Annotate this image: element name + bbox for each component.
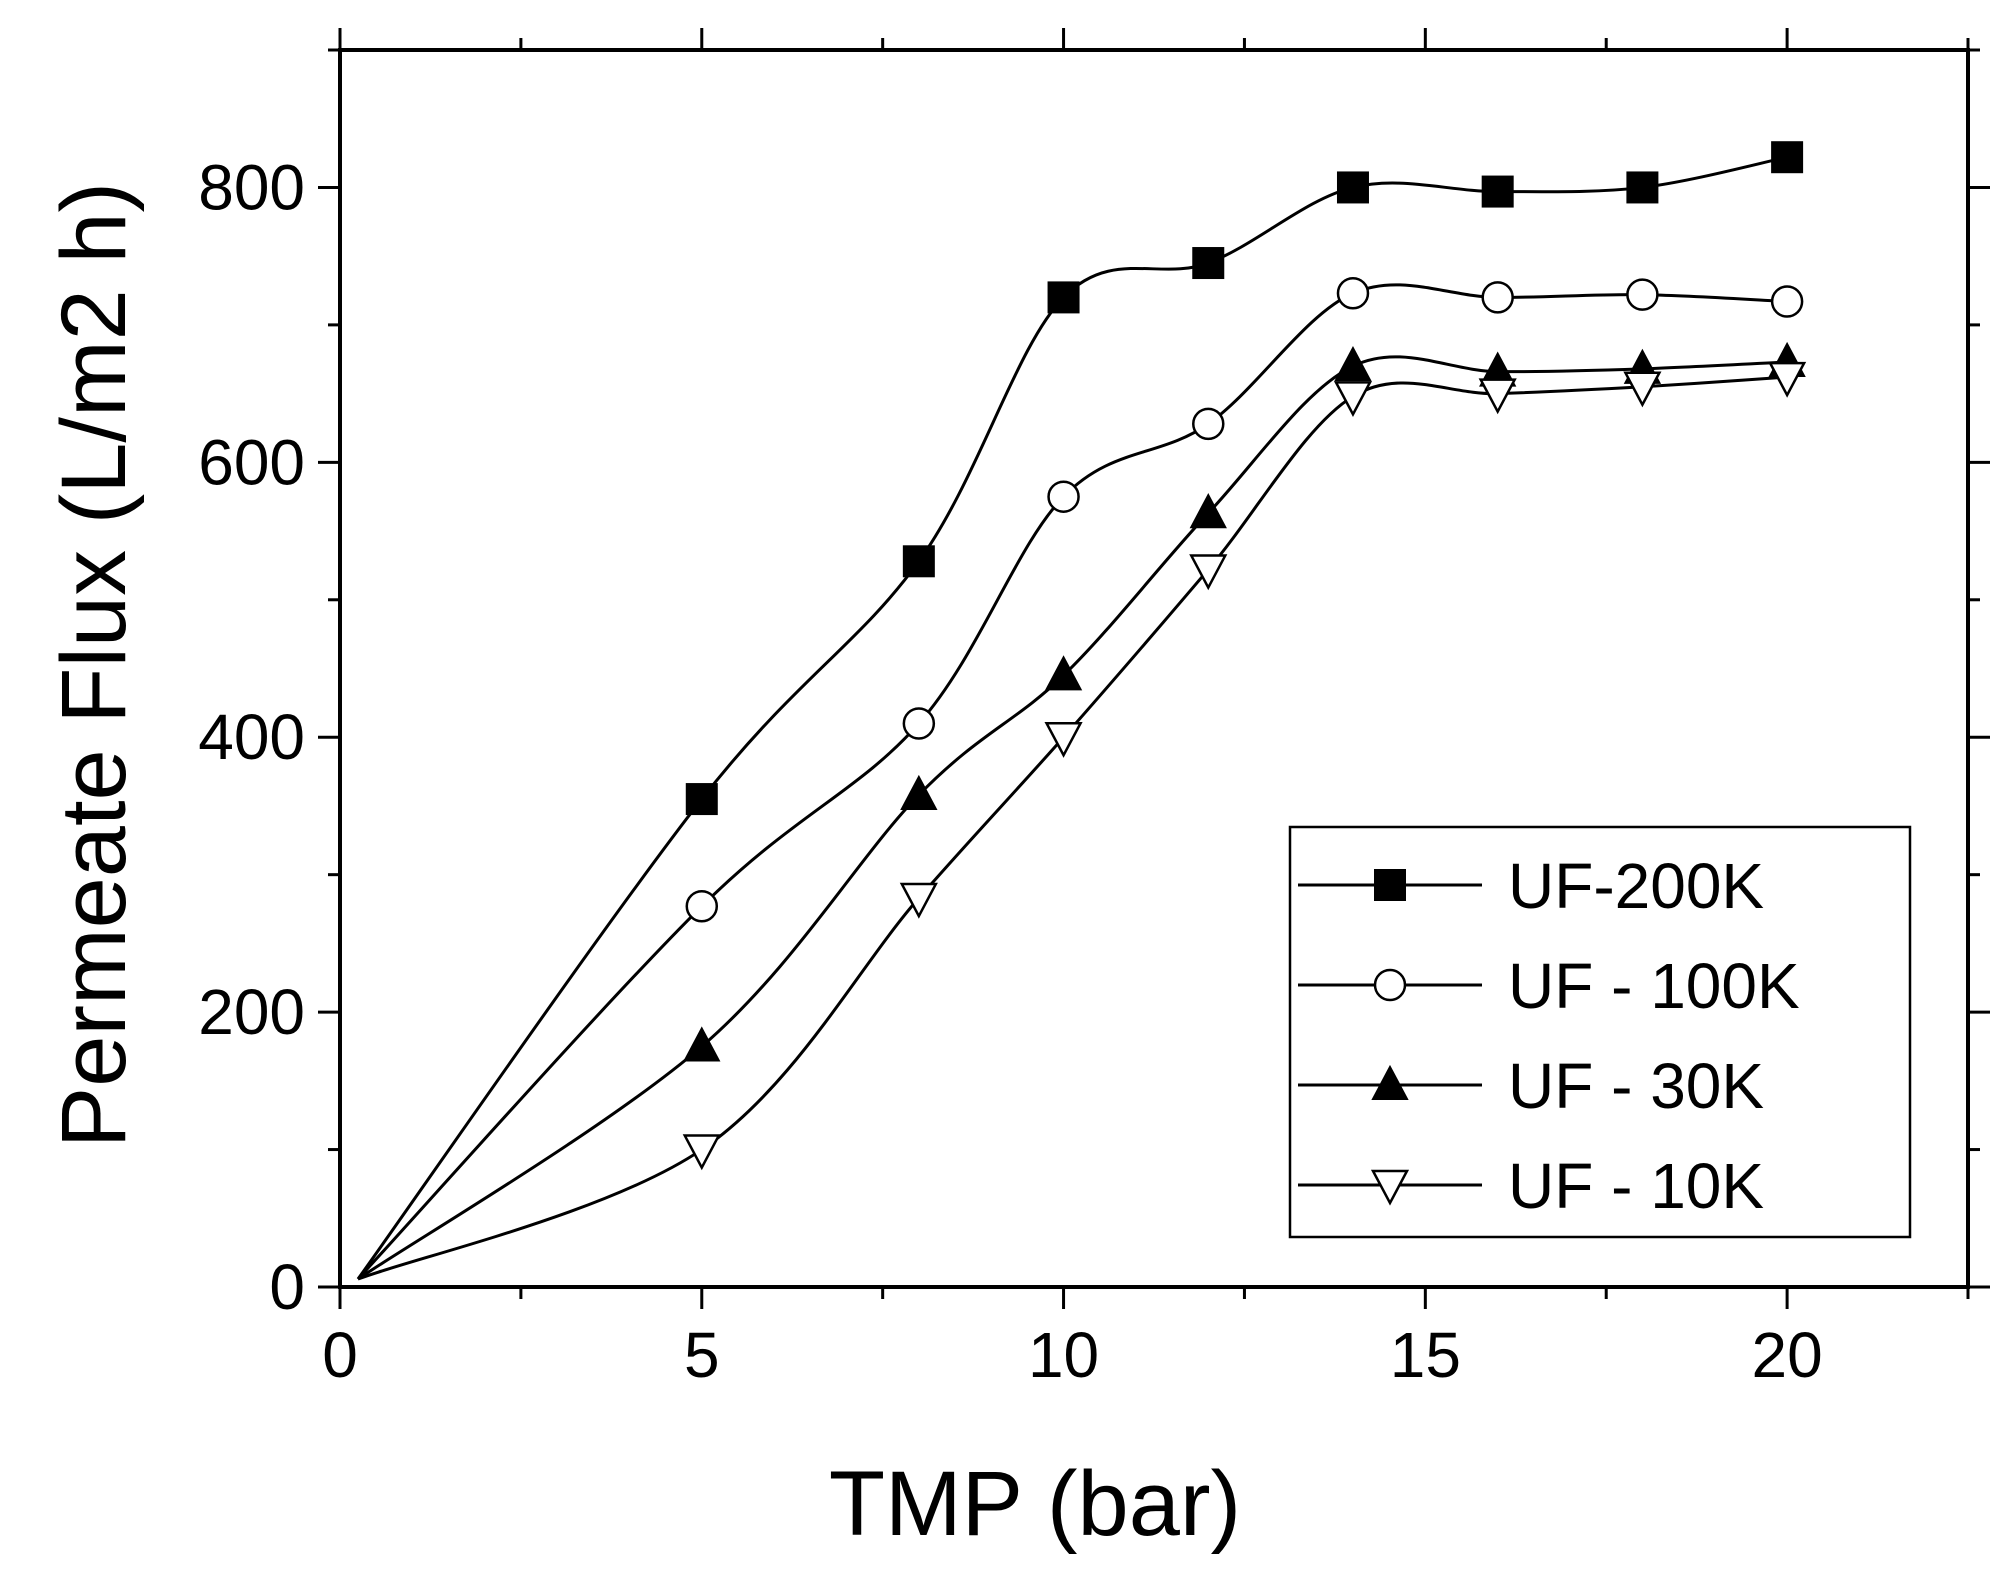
data-point-series-2 — [902, 707, 936, 740]
series-line-1 — [356, 155, 1788, 1280]
data-point-series-2 — [1192, 407, 1225, 441]
x-tick-label: 5 — [684, 1319, 720, 1391]
y-tick-label: 400 — [198, 701, 305, 773]
legend-marker-2 — [1373, 968, 1407, 1002]
data-point-series-2 — [1770, 285, 1804, 318]
markers-layer — [682, 141, 1807, 1171]
plot-frame — [338, 48, 1970, 1289]
data-point-series-2 — [1336, 277, 1370, 310]
data-point-series-1 — [902, 545, 935, 578]
data-point-series-2 — [1047, 480, 1080, 513]
data-point-series-3 — [1189, 493, 1227, 529]
x-axis-title: TMP (bar) — [829, 1453, 1241, 1555]
legend-marker-3 — [1371, 1064, 1409, 1100]
x-tick-label: 0 — [322, 1319, 358, 1391]
data-point-series-4 — [1478, 378, 1517, 415]
data-point-series-4 — [1768, 361, 1807, 398]
data-point-series-1 — [1481, 175, 1514, 208]
data-point-series-1 — [685, 783, 718, 816]
data-point-series-4 — [682, 1134, 721, 1171]
legend-box — [1288, 825, 1912, 1239]
x-tick-label: 20 — [1752, 1319, 1823, 1391]
data-point-series-1 — [1336, 171, 1369, 204]
x-tick-label: 10 — [1028, 1319, 1099, 1391]
data-point-series-2 — [1481, 281, 1514, 314]
data-point-series-4 — [1333, 381, 1373, 418]
legend-marker-1 — [1374, 869, 1406, 901]
x-tick-label: 15 — [1390, 1319, 1461, 1391]
legend-label-1: UF-200K — [1508, 850, 1764, 922]
data-point-series-3 — [1044, 655, 1083, 691]
data-point-series-4 — [899, 882, 938, 919]
y-axis-title: Permeate Flux (L/m2 h) — [43, 182, 145, 1148]
data-point-series-2 — [685, 890, 719, 923]
legend-marker-4 — [1370, 1169, 1410, 1206]
data-point-series-4 — [1044, 721, 1083, 758]
data-point-series-4 — [1189, 554, 1228, 591]
y-tick-label: 200 — [198, 976, 305, 1048]
legend: UF-200K UF - 100K UF - 30K UF - 10K — [1288, 825, 1912, 1239]
data-point-series-1 — [1047, 281, 1080, 314]
y-tick-label: 600 — [198, 426, 305, 498]
data-point-series-1 — [1626, 171, 1659, 204]
y-tick-label: 800 — [198, 151, 305, 223]
data-point-series-3 — [683, 1026, 721, 1062]
data-point-series-3 — [900, 774, 938, 810]
data-point-series-3 — [1334, 345, 1372, 382]
y-tick-label: 0 — [269, 1251, 305, 1323]
axes-frame-layer — [338, 48, 1970, 1289]
legend-label-3: UF - 30K — [1508, 1050, 1764, 1122]
legend-label-2: UF - 100K — [1508, 950, 1800, 1022]
data-point-series-2 — [1626, 278, 1659, 311]
data-point-series-4 — [1623, 371, 1662, 408]
data-point-series-1 — [1771, 141, 1804, 174]
legend-label-4: UF - 10K — [1508, 1150, 1764, 1222]
data-point-series-1 — [1192, 247, 1225, 280]
